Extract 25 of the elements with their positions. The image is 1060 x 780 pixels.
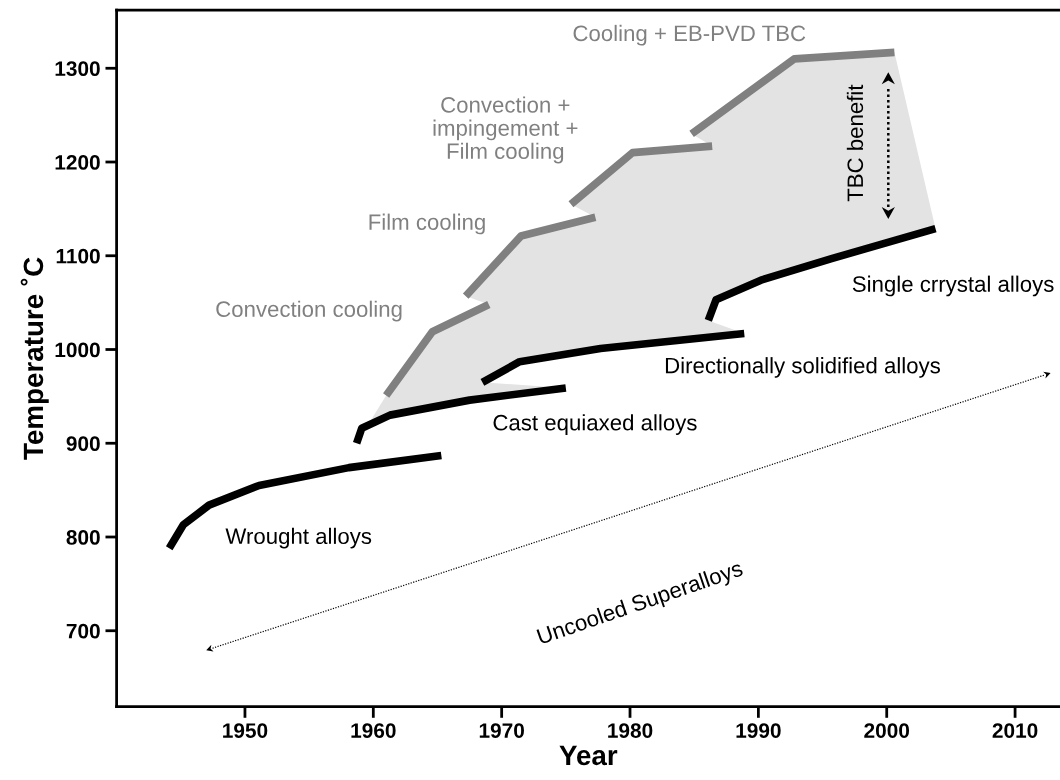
x-axis-title: Year	[559, 745, 618, 766]
y-tick-label: 800	[66, 530, 100, 545]
y-tick-label: 900	[66, 436, 100, 451]
y-tick-label: 1100	[56, 248, 100, 264]
annotation: Film cooling	[369, 213, 485, 235]
annotation: Single crrystal alloys	[852, 275, 1054, 297]
y-axis-title: Temperature ˚C	[20, 257, 49, 460]
y-tick-label: 700	[66, 623, 100, 639]
y-tick-label: 1200	[55, 155, 100, 170]
y-tick-label: 1300	[55, 61, 100, 77]
annotation: Cooling + EB-PVD TBC	[573, 24, 806, 46]
x-tick-label: 2010	[992, 723, 1038, 738]
annotation: Cast equiaxed alloys	[493, 414, 697, 435]
annotation: Convection cooling	[216, 300, 402, 322]
annotation: Convection + impingement + Film cooling	[433, 96, 578, 164]
x-tick-label: 2000	[864, 723, 910, 738]
x-tick-label: 1960	[351, 723, 396, 738]
x-tick-label: 1950	[223, 723, 268, 738]
x-tick-label: 1980	[608, 723, 653, 738]
x-tick-label: 1970	[479, 723, 524, 738]
x-tick-label: 1990	[736, 723, 781, 738]
annotation: TBC benefit	[846, 84, 864, 202]
y-tick-label: 1000	[55, 342, 100, 358]
annotation: Wrought alloys	[225, 527, 372, 549]
annotation: Directionally solidified alloys	[665, 357, 940, 378]
